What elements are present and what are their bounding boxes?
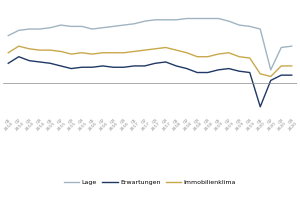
Lage [28,28,31,30]
Immobilienklima [227,52,231,54]
Lage [91,28,94,30]
Immobilienklima [154,48,157,50]
Erwartungen [70,67,73,70]
Lage [133,23,136,25]
Lage [70,25,73,28]
Erwartungen [122,66,126,68]
Erwartungen [206,71,209,74]
Immobilienklima [7,52,10,54]
Erwartungen [164,61,167,63]
Line: Erwartungen: Erwartungen [8,57,292,107]
Legend: Lage, Erwartungen, Immobilienklima: Lage, Erwartungen, Immobilienklima [61,177,239,188]
Immobilienklima [196,56,199,58]
Erwartungen [238,70,241,72]
Lage [164,19,167,21]
Erwartungen [101,65,105,67]
Lage [122,24,126,26]
Lage [175,19,178,21]
Immobilienklima [28,48,31,50]
Lage [290,45,293,47]
Lage [227,20,231,22]
Erwartungen [185,67,189,70]
Immobilienklima [280,65,283,67]
Immobilienklima [17,45,20,47]
Erwartungen [17,56,20,58]
Immobilienklima [164,46,167,49]
Erwartungen [7,62,10,64]
Immobilienklima [112,52,115,54]
Immobilienklima [59,50,63,53]
Erwartungen [154,62,157,64]
Immobilienklima [133,50,136,53]
Lage [143,20,147,22]
Lage [80,25,83,28]
Immobilienklima [259,73,262,75]
Immobilienklima [80,52,83,54]
Lage [101,27,105,29]
Lage [238,24,241,26]
Erwartungen [133,65,136,67]
Erwartungen [175,65,178,67]
Lage [269,69,273,71]
Lage [185,17,189,20]
Erwartungen [112,66,115,68]
Immobilienklima [70,53,73,55]
Immobilienklima [175,49,178,51]
Immobilienklima [122,52,126,54]
Erwartungen [38,61,41,63]
Erwartungen [248,71,251,74]
Immobilienklima [269,75,273,78]
Lage [280,46,283,49]
Immobilienklima [101,52,105,54]
Erwartungen [143,65,147,67]
Immobilienklima [217,53,220,55]
Erwartungen [269,79,273,82]
Erwartungen [259,106,262,108]
Lage [259,28,262,30]
Erwartungen [91,66,94,68]
Immobilienklima [49,49,52,51]
Erwartungen [49,62,52,64]
Immobilienklima [38,49,41,51]
Lage [59,24,63,26]
Immobilienklima [238,56,241,58]
Lage [217,17,220,20]
Erwartungen [196,71,199,74]
Erwartungen [227,67,231,70]
Lage [7,34,10,37]
Erwartungen [280,74,283,76]
Lage [17,29,20,32]
Lage [206,17,209,20]
Immobilienklima [206,56,209,58]
Erwartungen [217,69,220,71]
Lage [38,28,41,30]
Immobilienklima [185,52,189,54]
Immobilienklima [143,49,147,51]
Line: Lage: Lage [8,18,292,70]
Erwartungen [59,65,63,67]
Erwartungen [28,59,31,62]
Line: Immobilienklima: Immobilienklima [8,46,292,76]
Immobilienklima [290,65,293,67]
Erwartungen [80,66,83,68]
Lage [112,25,115,28]
Lage [248,25,251,28]
Lage [196,17,199,20]
Immobilienklima [91,53,94,55]
Lage [154,19,157,21]
Erwartungen [290,74,293,76]
Immobilienklima [248,57,251,59]
Lage [49,27,52,29]
